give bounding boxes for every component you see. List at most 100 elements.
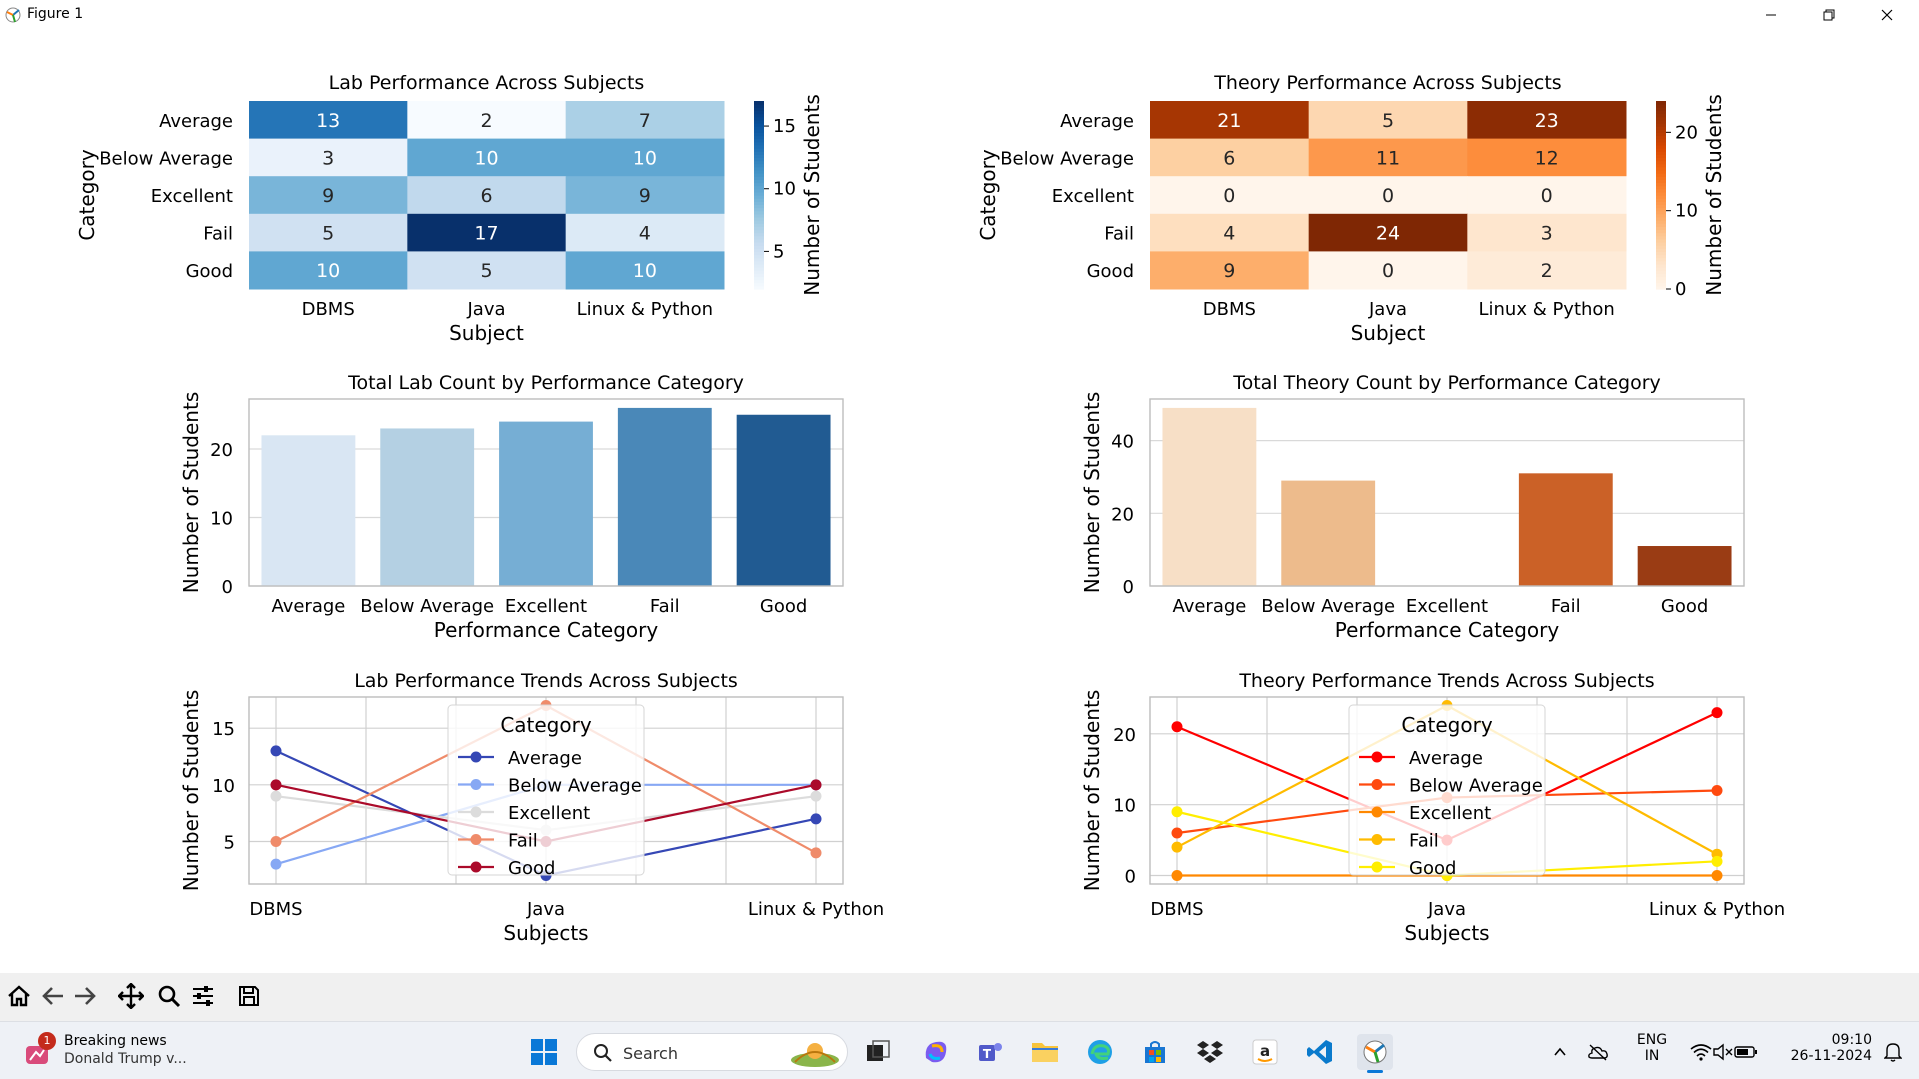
taskbar-amazon[interactable]: a bbox=[1247, 1034, 1283, 1070]
lab-cell-value: 6 bbox=[480, 185, 492, 207]
lab-colorbar-step bbox=[754, 154, 764, 158]
lab-trend-series-point bbox=[810, 779, 822, 791]
back-button[interactable] bbox=[38, 981, 68, 1011]
task-view-icon bbox=[867, 1040, 890, 1061]
theory-trend-series-point bbox=[1171, 721, 1183, 733]
lab-xlabel: Subject bbox=[449, 321, 524, 345]
theory-total-ytick-label: 40 bbox=[1111, 432, 1134, 453]
search-icon bbox=[594, 1044, 612, 1062]
taskbar-store[interactable] bbox=[1137, 1034, 1173, 1070]
theory-colorbar-step bbox=[1656, 267, 1666, 271]
theory-row-label: Excellent bbox=[1052, 186, 1134, 207]
theory-colorbar-step bbox=[1656, 113, 1666, 118]
close-icon bbox=[1881, 9, 1893, 20]
theory-trend-series-point bbox=[1171, 827, 1183, 839]
theory-trend-legend-entry: Excellent bbox=[1409, 803, 1491, 824]
taskbar-file-explorer[interactable] bbox=[1027, 1034, 1063, 1070]
lab-cell bbox=[407, 101, 567, 140]
forward-button[interactable] bbox=[70, 981, 100, 1011]
theory-cell bbox=[1150, 213, 1310, 252]
theory-cell bbox=[1467, 176, 1627, 215]
theory-trend-series-point bbox=[1711, 855, 1723, 867]
save-button[interactable] bbox=[234, 981, 264, 1011]
theory-trend-line-chart: Theory Performance Trends Across Subject… bbox=[1080, 670, 1785, 945]
configure-subplots-button[interactable] bbox=[188, 981, 218, 1011]
lab-total-xtick-label: Average bbox=[271, 596, 345, 617]
pan-button[interactable] bbox=[116, 981, 146, 1011]
theory-trend-xtick-label: DBMS bbox=[1150, 899, 1203, 920]
theory-cell-value: 2 bbox=[1541, 260, 1553, 282]
theory-cell-value: 5 bbox=[1382, 110, 1394, 132]
taskbar-vscode[interactable] bbox=[1302, 1034, 1338, 1070]
taskbar-search-input[interactable]: Search bbox=[576, 1033, 848, 1071]
lab-total-xtick-label: Excellent bbox=[505, 596, 587, 617]
clock-time: 09:10 bbox=[1831, 1032, 1872, 1048]
matplotlib-figure-icon bbox=[1363, 1040, 1387, 1064]
bell-icon bbox=[1884, 1043, 1902, 1062]
task-view-button[interactable] bbox=[860, 1034, 896, 1070]
figure-canvas: Lab Performance Across Subjects 13 2 7 3 10 10… bbox=[0, 29, 1919, 973]
restore-button[interactable] bbox=[1800, 0, 1858, 29]
theory-row-label: Average bbox=[1060, 111, 1134, 132]
lab-colorbar-step bbox=[754, 238, 764, 243]
clock[interactable]: 09:10 26-11-2024 bbox=[1776, 1032, 1872, 1064]
theory-trend-legend-marker bbox=[1371, 779, 1383, 790]
theory-trend-ytick-label: 20 bbox=[1113, 725, 1136, 746]
quick-settings-button[interactable] bbox=[1682, 1034, 1766, 1070]
svg-text:T: T bbox=[983, 1047, 992, 1061]
lab-trend-legend bbox=[447, 704, 645, 876]
lab-trend-series-point bbox=[270, 790, 282, 802]
theory-total-xtick-label: Fail bbox=[1551, 596, 1581, 617]
theory-cell bbox=[1308, 213, 1468, 252]
lab-colorbar-step bbox=[754, 273, 764, 278]
theory-xlabel: Subject bbox=[1351, 321, 1426, 345]
lab-colorbar-step bbox=[754, 210, 764, 215]
theory-colorbar-step bbox=[1656, 279, 1666, 284]
theory-cell bbox=[1467, 101, 1627, 140]
theory-colorbar-step bbox=[1656, 119, 1666, 124]
zoom-button[interactable] bbox=[154, 981, 184, 1011]
lab-cell bbox=[565, 138, 725, 177]
lab-cell bbox=[407, 251, 567, 290]
start-button[interactable] bbox=[526, 1034, 562, 1070]
lab-trend-line-chart: Lab Performance Trends Across Subjects 5 1… bbox=[179, 670, 884, 945]
news-widget[interactable]: 1 Breaking news Donald Trump v... bbox=[18, 1030, 198, 1074]
lab-trend-series-point bbox=[810, 847, 822, 859]
lab-colorbar-step bbox=[754, 166, 764, 171]
theory-trend-series-point bbox=[1171, 870, 1183, 881]
lab-colorbar-step bbox=[754, 251, 764, 256]
minimize-button[interactable] bbox=[1742, 0, 1800, 29]
lab-colorbar-step bbox=[754, 232, 764, 237]
home-button[interactable] bbox=[4, 981, 34, 1011]
theory-total-bar bbox=[1162, 407, 1257, 586]
theory-colorbar-step bbox=[1656, 210, 1666, 215]
lab-colorbar-step bbox=[754, 201, 764, 205]
lab-colorbar-step bbox=[754, 254, 764, 259]
theory-colorbar-step bbox=[1656, 229, 1666, 234]
lab-total-ytick-label: 10 bbox=[210, 509, 233, 530]
close-button[interactable] bbox=[1858, 0, 1916, 29]
taskbar-copilot[interactable] bbox=[918, 1034, 954, 1070]
lab-colorbar-step bbox=[754, 220, 764, 224]
lab-total-bar bbox=[499, 421, 593, 586]
lab-total-bar bbox=[261, 435, 356, 586]
taskbar-teams[interactable]: T bbox=[972, 1034, 1008, 1070]
lab-trend-series-point bbox=[810, 790, 822, 802]
lab-colorbar-step bbox=[754, 226, 764, 231]
theory-cell bbox=[1308, 251, 1468, 290]
language-indicator[interactable]: ENG IN bbox=[1632, 1032, 1672, 1064]
theory-trend-xtick-label: Java bbox=[1427, 899, 1466, 920]
onedrive-status[interactable] bbox=[1584, 1034, 1612, 1070]
lab-col-label: DBMS bbox=[302, 299, 355, 320]
theory-colorbar-step bbox=[1656, 182, 1666, 187]
home-icon bbox=[8, 985, 30, 1007]
notifications-button[interactable] bbox=[1878, 1034, 1908, 1070]
taskbar-dropbox[interactable] bbox=[1192, 1034, 1228, 1070]
taskbar-python-figure[interactable] bbox=[1357, 1034, 1393, 1073]
taskbar-edge[interactable] bbox=[1082, 1034, 1118, 1070]
language-code: ENG bbox=[1636, 1032, 1668, 1048]
show-hidden-icons-button[interactable] bbox=[1546, 1034, 1574, 1070]
theory-colorbar-step bbox=[1656, 126, 1666, 130]
theory-colorbar-step bbox=[1656, 160, 1666, 165]
lab-colorbar-step bbox=[754, 285, 764, 290]
